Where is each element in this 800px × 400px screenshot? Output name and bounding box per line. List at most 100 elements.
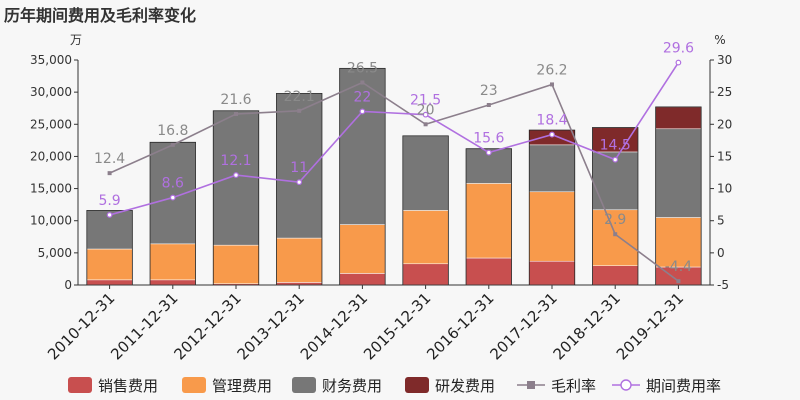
y-right-tick-label: -5 — [717, 278, 729, 292]
legend-label: 销售费用 — [98, 377, 158, 395]
period-rate-data-label: 21.5 — [410, 93, 441, 109]
bar-segment — [465, 257, 512, 286]
bar-segment — [592, 265, 639, 286]
bar-segment — [528, 144, 576, 193]
bar-segment — [402, 210, 449, 265]
gross-margin-point — [234, 112, 238, 116]
gross-margin-data-label: 23 — [480, 83, 498, 99]
period-rate-point — [422, 111, 429, 118]
x-tick-label: 2010-12-31 — [44, 289, 118, 363]
x-tick-label: 2014-12-31 — [297, 289, 371, 363]
y-left-tick-label: 10,000 — [30, 214, 72, 228]
gross-margin-line — [109, 81, 679, 282]
gross-margin-data-label: 21.6 — [220, 92, 251, 108]
period-rate-point — [549, 131, 555, 138]
y-left-tick-label: 35,000 — [30, 53, 72, 67]
bar-segment — [655, 217, 702, 268]
y-right-tick-label: 5 — [717, 214, 725, 228]
gross-margin-point — [297, 108, 302, 113]
y-right-tick-label: 30 — [717, 53, 732, 67]
period-rate-line — [109, 62, 680, 216]
period-rate-data-label: 22 — [353, 89, 371, 105]
y-left-tick-label: 15,000 — [30, 182, 72, 196]
period-rate-point — [612, 156, 619, 163]
chart-title: 历年期间费用及毛利率变化 — [4, 6, 197, 25]
gross-margin-data-label: 26.2 — [536, 62, 567, 78]
x-tick-label: 2011-12-31 — [107, 289, 181, 363]
bar-segment — [592, 127, 639, 153]
bar-outline — [465, 148, 512, 286]
gross-margin-data-label: 26.5 — [347, 61, 378, 77]
y-right-tick-label: 15 — [717, 149, 732, 163]
period-rate-data-label: 29.6 — [663, 41, 694, 57]
bar-outline — [149, 141, 196, 286]
y-left-tick-label: 20,000 — [30, 149, 72, 163]
period-rate-point — [675, 59, 682, 66]
legend-label: 期间费用率 — [646, 377, 721, 395]
period-rate-data-label: 15.6 — [473, 131, 504, 147]
period-rate-point — [106, 212, 113, 218]
gross-margin-data-label: 12.4 — [94, 151, 125, 167]
x-tick-label: 2015-12-31 — [360, 289, 434, 363]
y-left-tick-label: 0 — [64, 278, 72, 292]
bar-outline — [86, 210, 133, 286]
legend-label: 管理费用 — [212, 377, 272, 395]
legend-label: 毛利率 — [551, 377, 596, 395]
x-tick-label: 2016-12-31 — [423, 289, 497, 363]
bar-segment — [149, 142, 196, 245]
y-axis-left-unit: 万 — [70, 33, 82, 47]
gross-margin-data-label: 2.9 — [604, 212, 626, 228]
legend-label: 研发费用 — [435, 377, 495, 395]
legend-swatch — [182, 377, 206, 393]
bar-segment — [212, 244, 260, 284]
bar-outline — [402, 135, 449, 286]
period-rate-point — [485, 149, 492, 156]
y-left-tick-label: 5,000 — [38, 246, 72, 260]
x-tick-label: 2013-12-31 — [234, 289, 308, 363]
bar-segment — [86, 248, 133, 281]
gross-margin-point — [613, 232, 618, 237]
bar-segment — [339, 273, 386, 286]
gross-margin-point — [550, 82, 554, 87]
lines: 12.4 16.8 21.6 22.1 26.5 20 23 26.2 2.9 -4.4 5.9 8.… — [94, 41, 694, 284]
period-rate-point — [296, 179, 303, 186]
x-tick-label: 2019-12-31 — [613, 289, 687, 363]
bars — [86, 67, 702, 286]
x-tick-label: 2018-12-31 — [550, 289, 624, 363]
y-axis-right-unit: % — [714, 33, 725, 47]
gross-margin-point — [107, 171, 112, 176]
bar-segment — [149, 279, 196, 286]
gross-margin-data-label: 22.1 — [284, 89, 315, 105]
y-right-tick-label: 0 — [717, 246, 725, 260]
legend-swatch — [405, 377, 429, 393]
bar-segment — [86, 279, 133, 286]
y-right-tick-label: 10 — [717, 182, 732, 196]
legend-swatch — [68, 377, 92, 393]
x-tick-label: 2012-12-31 — [170, 289, 244, 363]
period-rate-data-label: 14.5 — [600, 138, 631, 154]
period-rate-data-label: 8.6 — [162, 176, 184, 192]
legend-marker-square — [527, 381, 535, 389]
period-rate-data-label: 11 — [290, 160, 308, 176]
y-right-tick-label: 25 — [717, 85, 732, 99]
bar-segment — [339, 224, 386, 274]
period-rate-point — [233, 172, 239, 178]
gross-margin-data-label: -4.4 — [665, 259, 692, 275]
gross-margin-point — [170, 142, 175, 147]
bar-segment — [276, 237, 323, 283]
period-rate-data-label: 12.1 — [220, 153, 251, 169]
period-rate-data-label: 18.4 — [536, 113, 567, 129]
gross-margin-point — [423, 122, 428, 127]
bar-outline — [592, 127, 639, 286]
bar-outline — [655, 106, 702, 286]
period-rate-point — [359, 108, 366, 115]
gross-margin-point — [486, 103, 491, 107]
bar-segment — [402, 135, 449, 211]
bar-segment — [655, 128, 702, 218]
period-rate-data-label: 5.9 — [98, 193, 120, 209]
bar-segment — [465, 183, 512, 259]
bar-segment — [339, 68, 386, 225]
legend-marker-circle — [620, 379, 632, 391]
